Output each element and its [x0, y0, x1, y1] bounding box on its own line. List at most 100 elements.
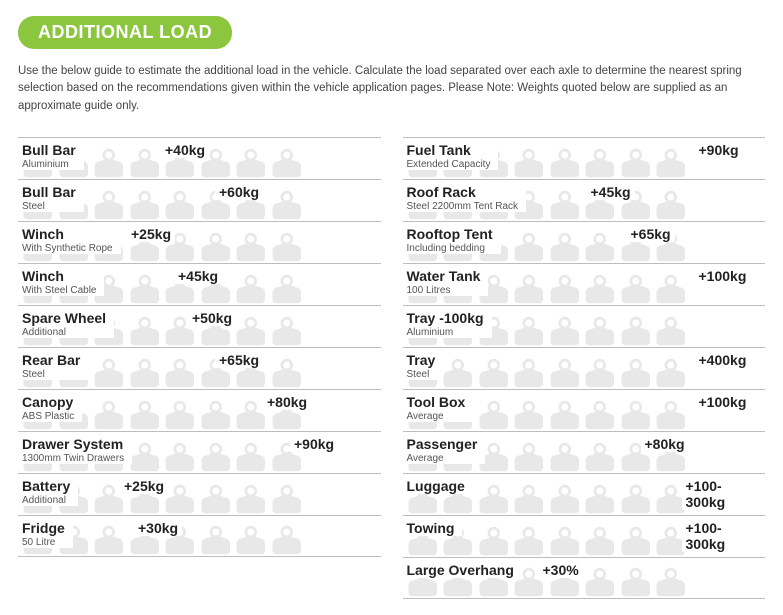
load-row: Large Overhang +30% — [403, 557, 766, 599]
row-label: Bull BarAluminium — [22, 142, 84, 171]
item-value: +60kg — [215, 184, 263, 200]
item-value: +40kg — [161, 142, 209, 158]
item-title: Tray — [407, 352, 436, 368]
load-row: Drawer System1300mm Twin Drawers +90kg — [18, 431, 381, 473]
item-value: +30% — [539, 562, 583, 578]
item-value: +65kg — [215, 352, 263, 368]
item-value: +100kg — [695, 268, 751, 284]
item-value: +400kg — [695, 352, 751, 368]
load-row: BatteryAdditional+25kg — [18, 473, 381, 515]
item-subtitle: With Synthetic Rope — [22, 243, 113, 255]
row-label: Fuel TankExtended Capacity — [407, 142, 499, 171]
item-subtitle: 1300mm Twin Drawers — [22, 453, 124, 465]
column-left: Bull BarAluminium+40kg Bull BarSteel+60k… — [18, 137, 381, 599]
load-row: Bull BarAluminium +40kg — [18, 137, 381, 179]
item-title: Drawer System — [22, 436, 124, 452]
item-value: +25kg — [127, 226, 175, 242]
item-subtitle: With Steel Cable — [22, 285, 96, 297]
item-subtitle: Additional — [22, 327, 106, 339]
row-label: BatteryAdditional — [22, 478, 78, 507]
item-title: Rooftop Tent — [407, 226, 493, 242]
item-title: Fridge — [22, 520, 65, 536]
load-row: Rear BarSteel +65kg — [18, 347, 381, 389]
item-subtitle: Steel — [22, 201, 76, 213]
row-label: Rooftop TentIncluding bedding — [407, 226, 501, 255]
item-title: Winch — [22, 268, 96, 284]
item-value: +30kg — [134, 520, 182, 536]
load-row: Roof RackSteel 2200mm Tent Rack+45kg — [403, 179, 766, 221]
item-title: Tool Box — [407, 394, 466, 410]
item-value: +100kg — [695, 394, 751, 410]
load-row: WinchWith Synthetic Rope +25kg — [18, 221, 381, 263]
item-value: +80kg — [641, 436, 689, 452]
item-value: +45kg — [587, 184, 635, 200]
row-label: WinchWith Steel Cable — [22, 268, 104, 297]
load-row: Bull BarSteel +60kg — [18, 179, 381, 221]
row-label: TraySteel — [407, 352, 444, 381]
section-pill: ADDITIONAL LOAD — [18, 16, 232, 49]
row-label: Towing — [407, 520, 463, 536]
load-row: Rooftop TentIncluding bedding +65kg — [403, 221, 766, 263]
row-label: Tray -100kgAluminium — [407, 310, 492, 339]
row-label: Tool BoxAverage — [407, 394, 474, 423]
load-row: PassengerAverage +80kg — [403, 431, 766, 473]
row-label: PassengerAverage — [407, 436, 486, 465]
item-title: Battery — [22, 478, 70, 494]
row-label: Bull BarSteel — [22, 184, 84, 213]
item-title: Winch — [22, 226, 113, 242]
item-title: Bull Bar — [22, 142, 76, 158]
item-subtitle: Aluminium — [407, 327, 484, 339]
intro-text: Use the below guide to estimate the addi… — [18, 63, 765, 115]
item-subtitle: Aluminium — [22, 159, 76, 171]
item-value: +90kg — [290, 436, 338, 452]
load-row: CanopyABS Plastic +80kg — [18, 389, 381, 431]
load-row: Towing +100-300kg — [403, 515, 766, 557]
load-row: Water Tank100 Litres +100kg — [403, 263, 766, 305]
item-title: Fuel Tank — [407, 142, 491, 158]
item-subtitle: Extended Capacity — [407, 159, 491, 171]
item-subtitle: Steel — [22, 369, 80, 381]
item-subtitle: 50 Litre — [22, 537, 65, 549]
item-value: +100-300kg — [682, 520, 766, 552]
item-value: +50kg — [188, 310, 236, 326]
row-label: Water Tank100 Litres — [407, 268, 489, 297]
columns-wrap: Bull BarAluminium+40kg Bull BarSteel+60k… — [18, 137, 765, 599]
item-subtitle: Average — [407, 453, 478, 465]
item-title: Spare Wheel — [22, 310, 106, 326]
column-right: Fuel TankExtended Capacity+90kg Roof Rac… — [403, 137, 766, 599]
load-row: Spare WheelAdditional +50kg — [18, 305, 381, 347]
item-value: +65kg — [627, 226, 675, 242]
item-value: +80kg — [263, 394, 311, 410]
load-row: Fuel TankExtended Capacity+90kg — [403, 137, 766, 179]
item-title: Bull Bar — [22, 184, 76, 200]
load-row: Fridge50 Litre +30kg — [18, 515, 381, 557]
load-row: TraySteel +400kg — [403, 347, 766, 389]
item-subtitle: Average — [407, 411, 466, 423]
item-title: Tray -100kg — [407, 310, 484, 326]
item-title: Large Overhang — [407, 562, 514, 578]
row-label: Luggage — [407, 478, 473, 494]
row-label: WinchWith Synthetic Rope — [22, 226, 121, 255]
item-title: Luggage — [407, 478, 465, 494]
row-label: CanopyABS Plastic — [22, 394, 82, 423]
item-title: Towing — [407, 520, 455, 536]
item-title: Roof Rack — [407, 184, 519, 200]
item-value: +100-300kg — [682, 478, 766, 510]
item-title: Water Tank — [407, 268, 481, 284]
item-value: +45kg — [174, 268, 222, 284]
load-row: Tray -100kgAluminium — [403, 305, 766, 347]
load-row: WinchWith Steel Cable +45kg — [18, 263, 381, 305]
item-subtitle: 100 Litres — [407, 285, 481, 297]
item-subtitle: Steel — [407, 369, 436, 381]
item-subtitle: Including bedding — [407, 243, 493, 255]
row-label: Rear BarSteel — [22, 352, 88, 381]
row-label: Fridge50 Litre — [22, 520, 73, 549]
item-title: Passenger — [407, 436, 478, 452]
row-label: Drawer System1300mm Twin Drawers — [22, 436, 132, 465]
row-label: Spare WheelAdditional — [22, 310, 114, 339]
load-row: Tool BoxAverage +100kg — [403, 389, 766, 431]
item-title: Canopy — [22, 394, 74, 410]
row-label: Large Overhang — [407, 562, 522, 578]
item-subtitle: Additional — [22, 495, 70, 507]
load-row: Luggage +100-300kg — [403, 473, 766, 515]
